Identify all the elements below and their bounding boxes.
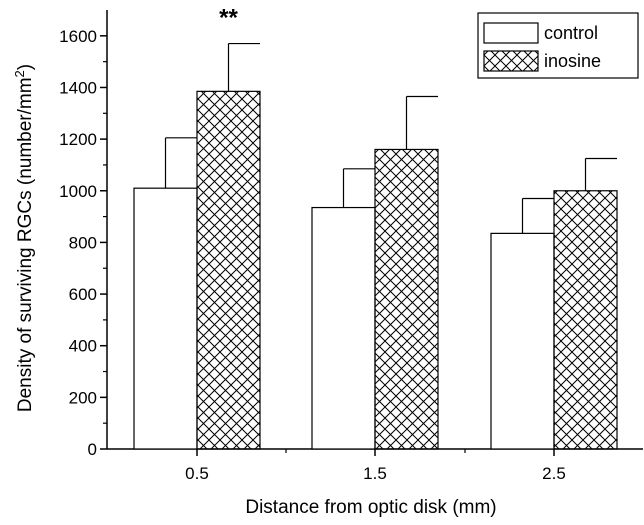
bar-inosine (374, 148, 439, 450)
legend-swatch-inosine (483, 50, 539, 72)
y-tick-label: 1600 (59, 27, 97, 46)
x-tick-label: 1.5 (363, 464, 387, 483)
legend-swatch-control (483, 22, 539, 44)
y-tick-label: 1200 (59, 130, 97, 149)
y-axis-label: Density of surviving RGCs (number/mm2) (12, 64, 37, 412)
y-tick-label: 0 (88, 440, 97, 459)
legend-label-inosine: inosine (544, 51, 601, 71)
y-tick-label: 600 (69, 285, 97, 304)
legend-label-control: control (544, 23, 598, 43)
bar-inosine (196, 90, 261, 450)
bar-control (490, 232, 555, 450)
legend: control inosine (477, 12, 639, 79)
bar-inosine (553, 190, 618, 450)
significance-marker: ** (219, 5, 238, 32)
y-tick-label: 200 (69, 388, 97, 407)
bar-control (133, 187, 198, 450)
y-tick-label: 1400 (59, 78, 97, 97)
plot-area: 0 200 400 600 800 1000 1200 1400 1600 0.5 1.5 2.5 ** (59, 5, 643, 483)
y-tick-label: 1000 (59, 182, 97, 201)
x-tick-label: 0.5 (185, 464, 209, 483)
bar-control (311, 206, 376, 450)
x-axis-label: Distance from optic disk (mm) (245, 497, 496, 518)
x-tick-label: 2.5 (542, 464, 566, 483)
y-tick-label: 400 (69, 337, 97, 356)
y-tick-label: 800 (69, 233, 97, 252)
